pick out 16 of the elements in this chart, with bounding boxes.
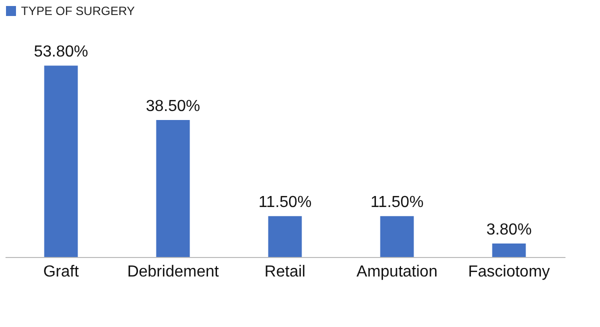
bar xyxy=(156,120,190,257)
bar xyxy=(268,216,302,257)
data-label: 53.80% xyxy=(34,44,88,61)
x-tick-label: Amputation xyxy=(356,264,438,280)
bar xyxy=(44,66,78,257)
x-tick-label: Graft xyxy=(43,264,80,280)
data-label: 3.80% xyxy=(486,221,532,238)
x-tick-label: Fasciotomy xyxy=(468,264,550,280)
bar xyxy=(380,216,414,257)
x-tick-label: Debridement xyxy=(127,264,220,280)
bar xyxy=(492,243,526,257)
data-label: 11.50% xyxy=(370,194,424,212)
x-tick-label: Retail xyxy=(264,264,306,280)
legend-label: TYPE OF SURGERY xyxy=(21,4,135,18)
data-label: 11.50% xyxy=(258,194,312,212)
data-label: 38.50% xyxy=(146,98,200,116)
